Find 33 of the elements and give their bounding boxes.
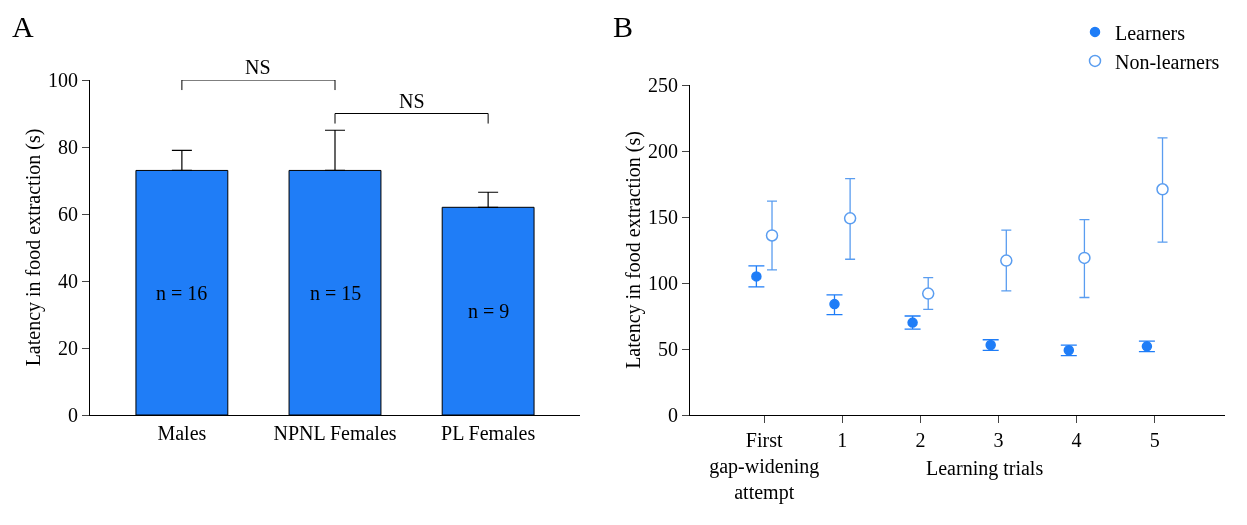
x-tick-label: 4 [1071,429,1082,451]
y-tick-label: 0 [68,404,78,426]
y-tick-label: 20 [58,337,78,359]
x-tick-label: 1 [837,429,848,451]
x-tick-label: NPNL Females [273,422,397,444]
y-tick-label: 250 [648,74,678,96]
y-tick-label: 150 [648,206,678,228]
y-tick-label: 100 [48,69,78,91]
y-tick-label: 100 [648,272,678,294]
y-axis-title: Latency in food extraction (s) [22,128,45,367]
chart-title: A [12,9,34,43]
x-axis-title: Learning trials [926,457,1044,480]
y-axis-title: Latency in food extraction (s) [622,131,645,369]
x-tick-label: 5 [1149,429,1160,451]
x-tick-label: PL Females [441,422,536,444]
y-tick-label: 40 [58,270,78,292]
legend-label: Learners [1115,21,1186,44]
legend-label: Non-learners [1115,50,1220,73]
x-tick-label: Males [157,422,207,444]
y-tick-label: 0 [668,404,678,426]
y-tick-label: 80 [58,136,78,158]
text: NS [245,56,271,78]
annotation: n = 16 [156,282,208,304]
y-tick-label: 50 [658,338,678,360]
y-tick-label: 200 [648,140,678,162]
annotation: n = 9 [468,300,510,322]
x-tick-label: 3 [993,429,1004,451]
x-tick-label: 2 [915,429,926,451]
y-tick-label: 60 [58,203,78,225]
annotation: n = 15 [310,282,362,304]
annotation: NS [399,90,425,112]
x-tick-label: First gap-widening attempt [709,429,820,504]
chart-title: B [612,9,633,43]
